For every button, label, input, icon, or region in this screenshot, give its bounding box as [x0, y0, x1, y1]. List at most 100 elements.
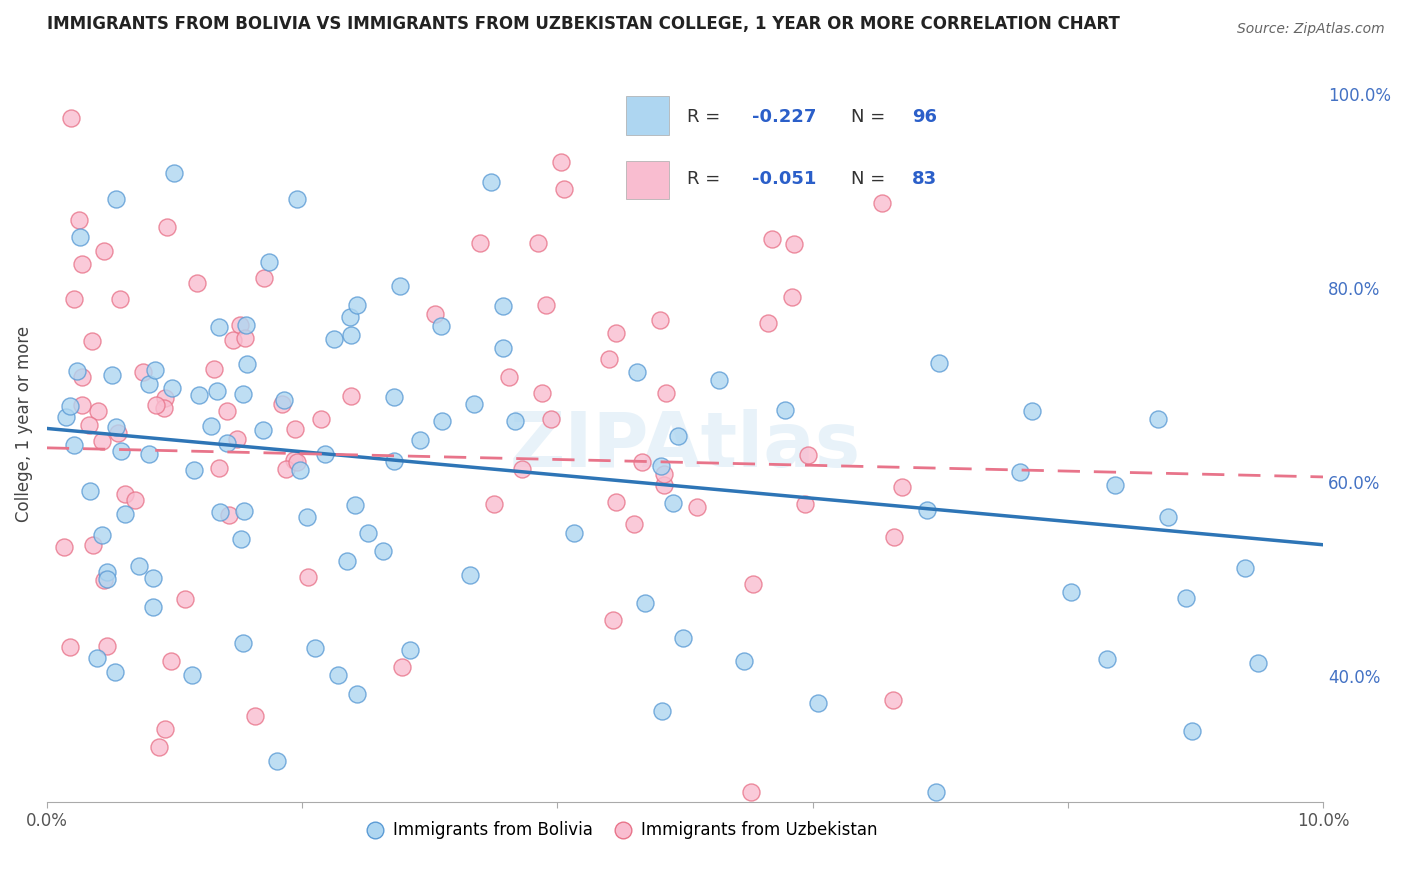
- Point: [1233, 561, 1256, 575]
- Point: [72, 370, 94, 384]
- Point: [430, 319, 453, 334]
- Point: [96, 565, 118, 579]
- Point: [1008, 466, 1031, 480]
- Point: [468, 235, 491, 250]
- Point: [336, 554, 359, 568]
- Point: [283, 453, 305, 467]
- Point: [882, 692, 904, 706]
- Point: [91, 434, 114, 449]
- Point: [634, 596, 657, 610]
- Point: [775, 403, 797, 417]
- Point: [883, 530, 905, 544]
- Point: [70, 257, 93, 271]
- Point: [388, 278, 411, 293]
- Point: [650, 458, 672, 473]
- Point: [252, 423, 274, 437]
- Point: [686, 500, 709, 514]
- Point: [794, 497, 817, 511]
- Point: [222, 333, 245, 347]
- Point: [1095, 652, 1118, 666]
- Point: [153, 391, 176, 405]
- Point: [233, 331, 256, 345]
- Point: [205, 384, 228, 399]
- Point: [707, 374, 730, 388]
- Point: [652, 478, 675, 492]
- Point: [188, 388, 211, 402]
- Point: [104, 665, 127, 679]
- Point: [142, 600, 165, 615]
- Point: [346, 687, 368, 701]
- Point: [510, 462, 533, 476]
- Point: [253, 271, 276, 285]
- Point: [626, 365, 648, 379]
- Point: [229, 532, 252, 546]
- Point: [174, 592, 197, 607]
- Point: [232, 504, 254, 518]
- Point: [662, 496, 685, 510]
- Point: [285, 192, 308, 206]
- Point: [183, 463, 205, 477]
- Point: [797, 448, 820, 462]
- Point: [67, 213, 90, 227]
- Point: [652, 467, 675, 482]
- Point: [648, 313, 671, 327]
- Point: [131, 365, 153, 379]
- Point: [257, 255, 280, 269]
- Point: [651, 705, 673, 719]
- Point: [598, 351, 620, 366]
- Point: [1157, 510, 1180, 524]
- Point: [1181, 723, 1204, 738]
- Point: [891, 479, 914, 493]
- Point: [605, 495, 627, 509]
- Point: [479, 176, 502, 190]
- Point: [314, 447, 336, 461]
- Point: [782, 290, 804, 304]
- Point: [373, 544, 395, 558]
- Point: [534, 298, 557, 312]
- Point: [52, 541, 75, 555]
- Point: [783, 237, 806, 252]
- Text: IMMIGRANTS FROM BOLIVIA VS IMMIGRANTS FROM UZBEKISTAN COLLEGE, 1 YEAR OR MORE CO: IMMIGRANTS FROM BOLIVIA VS IMMIGRANTS FR…: [46, 15, 1119, 33]
- Point: [270, 397, 292, 411]
- Point: [110, 444, 132, 458]
- Point: [145, 398, 167, 412]
- Point: [304, 641, 326, 656]
- Point: [159, 654, 181, 668]
- Point: [344, 498, 367, 512]
- Point: [273, 393, 295, 408]
- Point: [1104, 477, 1126, 491]
- Point: [550, 155, 572, 169]
- Point: [654, 386, 676, 401]
- Point: [101, 368, 124, 383]
- Point: [96, 572, 118, 586]
- Point: [530, 385, 553, 400]
- Point: [66, 363, 89, 377]
- Legend: Immigrants from Bolivia, Immigrants from Uzbekistan: Immigrants from Bolivia, Immigrants from…: [359, 814, 884, 847]
- Point: [93, 573, 115, 587]
- Point: [128, 559, 150, 574]
- Point: [503, 414, 526, 428]
- Point: [225, 432, 247, 446]
- Point: [80, 334, 103, 348]
- Point: [382, 390, 405, 404]
- Point: [143, 363, 166, 377]
- Point: [69, 229, 91, 244]
- Point: [55, 409, 77, 424]
- Point: [104, 420, 127, 434]
- Point: [156, 219, 179, 234]
- Point: [384, 454, 406, 468]
- Point: [1174, 591, 1197, 605]
- Point: [217, 436, 239, 450]
- Point: [60, 111, 83, 125]
- Point: [91, 527, 114, 541]
- Point: [208, 460, 231, 475]
- Point: [463, 396, 485, 410]
- Point: [236, 358, 259, 372]
- Point: [110, 293, 132, 307]
- Point: [288, 463, 311, 477]
- Point: [423, 307, 446, 321]
- Point: [79, 483, 101, 498]
- Point: [761, 232, 783, 246]
- Point: [339, 310, 361, 325]
- Point: [1247, 656, 1270, 670]
